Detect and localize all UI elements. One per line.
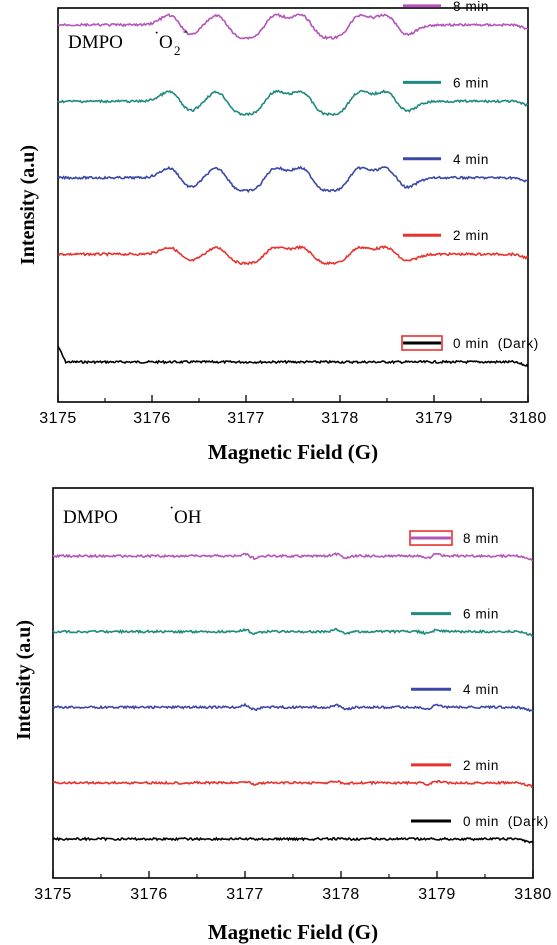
- x-tick-label: 3177: [226, 886, 264, 903]
- x-tick-label: 3176: [130, 886, 168, 903]
- species-label-bottom: OH: [174, 507, 202, 528]
- plot-frame-bottom: [52, 487, 534, 879]
- legend-label: 2 min: [463, 758, 499, 773]
- x-tick-label: 3177: [227, 410, 265, 427]
- y-axis-label-top: Intensity (a.u): [17, 145, 39, 265]
- probe-label-bottom: DMPO: [63, 507, 118, 528]
- legend-label: 8 min: [463, 531, 499, 546]
- radical-dot-bottom: ·: [169, 500, 174, 517]
- legend-label: 2 min: [453, 228, 489, 243]
- x-tick-label: 3178: [322, 886, 360, 903]
- series-line-8-min: [52, 552, 534, 562]
- legend-label: 6 min: [463, 607, 499, 622]
- species-label-top: O: [159, 32, 173, 53]
- legend-marker-box: [409, 530, 453, 546]
- series-line-8-min: [57, 13, 529, 40]
- legend-label: 0 min (Dark): [453, 336, 539, 351]
- series-line-6-min: [52, 627, 534, 637]
- series-line-4-min: [52, 702, 534, 713]
- x-tick-label: 3179: [418, 886, 456, 903]
- radical-dot-top: ·: [154, 25, 159, 42]
- series-line-2-min: [57, 244, 529, 266]
- legend-label: 0 min (Dark): [463, 814, 549, 829]
- x-tick-label: 3178: [321, 410, 359, 427]
- series-line-0-min-dark: [52, 836, 534, 844]
- probe-label-top: DMPO: [68, 32, 123, 53]
- x-tick-label: 3175: [39, 410, 77, 427]
- xticks-bottom: 3175 3176 3177 3178 3179 3180: [34, 871, 552, 903]
- x-tick-label: 3176: [133, 410, 171, 427]
- traces-bottom: [52, 552, 534, 844]
- traces-top: [57, 13, 529, 368]
- series-line-6-min: [57, 89, 529, 117]
- legend-label: 8 min: [453, 0, 489, 14]
- x-axis-label-top: Magnetic Field (G): [208, 440, 378, 464]
- series-line-0-min-dark: [57, 345, 529, 368]
- legend-marker-box: [401, 335, 443, 351]
- y-axis-label-bottom: Intensity (a.u): [13, 620, 35, 740]
- x-tick-label: 3179: [415, 410, 453, 427]
- series-line-2-min: [52, 780, 533, 789]
- legend-label: 4 min: [463, 682, 499, 697]
- x-tick-label: 3180: [509, 410, 547, 427]
- species-superscript-top: -: [183, 24, 188, 39]
- legend-bottom: 0 min (Dark) 2 min 4 min 6 min 8 min: [409, 530, 549, 829]
- species-subscript-top: 2: [174, 43, 181, 58]
- x-tick-label: 3175: [34, 886, 72, 903]
- legend-top: 0 min (Dark) 2 min 4 min 6 min 8 min: [401, 0, 539, 351]
- xticks-top: 3175 3176 3177 3178 3179 3180: [39, 395, 547, 427]
- series-line-4-min: [57, 165, 529, 194]
- x-axis-label-bottom: Magnetic Field (G): [208, 920, 378, 944]
- legend-label: 4 min: [453, 152, 489, 167]
- x-tick-label: 3180: [514, 886, 552, 903]
- legend-label: 6 min: [453, 75, 489, 90]
